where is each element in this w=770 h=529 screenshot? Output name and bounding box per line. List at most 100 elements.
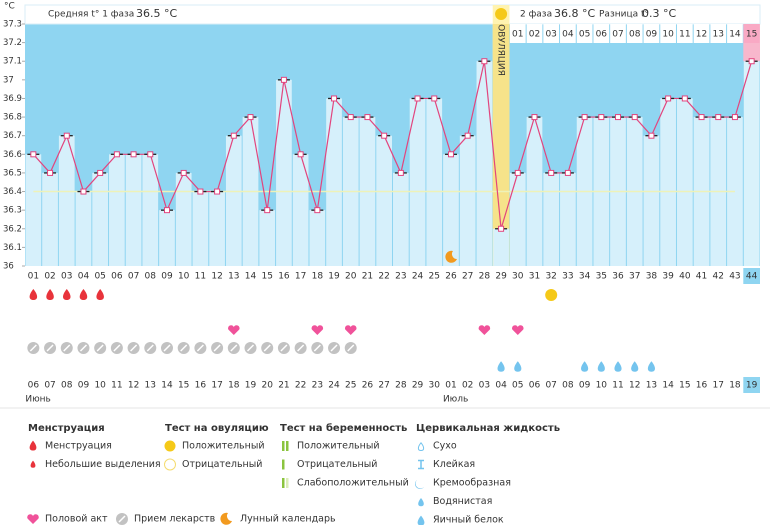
day-bar — [643, 135, 660, 266]
x-tick-label: 22 — [378, 272, 389, 282]
x-tick-label: 10 — [178, 272, 190, 282]
x-tick-label: 18 — [312, 272, 324, 282]
marker — [397, 169, 404, 176]
day-bar — [443, 154, 459, 266]
x-tick-label: 05 — [94, 272, 105, 282]
x-tick-label: 29 — [495, 272, 507, 282]
phase2-day: 08 — [629, 30, 641, 40]
medication-icon-stroke — [313, 344, 321, 352]
phase2-day: 02 — [529, 30, 540, 40]
x-tick-label: 19 — [328, 272, 340, 282]
x-tick-label: 35 — [596, 272, 607, 282]
date-label: 09 — [579, 381, 591, 391]
phase2-day: 07 — [612, 30, 623, 40]
today-box — [743, 268, 760, 284]
day-bar — [326, 98, 342, 266]
marker — [197, 188, 204, 195]
x-tick-label: 38 — [646, 272, 658, 282]
medication-icon-stroke — [29, 344, 37, 352]
day-bar — [493, 228, 509, 266]
phase2-day: 04 — [562, 30, 574, 40]
date-label: 07 — [545, 381, 556, 391]
x-tick-label: 41 — [696, 272, 707, 282]
date-label: 03 — [479, 381, 490, 391]
date-label: 08 — [61, 381, 73, 391]
phase2-value: 36.8 °C — [554, 7, 595, 20]
marker — [47, 169, 54, 176]
legend-item: Отрицательный — [297, 459, 377, 470]
day-bar — [309, 210, 326, 266]
marker — [648, 132, 655, 139]
legend-icon — [164, 458, 176, 471]
medication-icon-stroke — [246, 344, 255, 352]
day-bar — [393, 172, 409, 266]
marker — [598, 114, 605, 121]
legend-item: Менструация — [45, 441, 112, 452]
phase2-cell — [560, 24, 576, 43]
day-bar — [292, 154, 309, 266]
date-label: 06 — [28, 381, 40, 391]
date-label: 18 — [729, 381, 741, 391]
phase2-day: 14 — [729, 30, 741, 40]
marker — [364, 114, 371, 121]
marker — [314, 207, 321, 214]
x-tick-label: 09 — [161, 272, 173, 282]
phase2-day: 10 — [662, 30, 674, 40]
intercourse-icon — [344, 325, 357, 335]
date-label: 14 — [662, 381, 674, 391]
x-tick-label: 26 — [445, 272, 457, 282]
marker — [80, 188, 87, 195]
day-bar — [175, 172, 192, 266]
x-tick-label: 01 — [28, 272, 39, 282]
legend-icon — [282, 478, 285, 488]
date-label: 06 — [529, 381, 541, 391]
x-tick-label: 12 — [211, 272, 222, 282]
month-label: Июль — [443, 395, 468, 405]
legend-icon — [417, 442, 425, 452]
x-tick-label: 08 — [145, 272, 157, 282]
x-tick-label: 23 — [395, 272, 406, 282]
egg-white-icon — [647, 361, 655, 372]
day-bar — [192, 191, 209, 266]
day-bar — [560, 172, 576, 266]
x-tick-label: 39 — [662, 272, 674, 282]
y-tick-label: 37.2 — [3, 38, 22, 48]
date-label: 09 — [78, 381, 90, 391]
date-label: 01 — [445, 381, 456, 391]
ovulation-test-icon — [545, 289, 558, 301]
date-label: 29 — [412, 381, 424, 391]
marker — [581, 114, 588, 121]
marker — [63, 132, 70, 139]
y-tick-label: 36.4 — [3, 187, 22, 197]
moon — [445, 250, 457, 263]
day-bar — [75, 191, 92, 266]
marker — [548, 169, 555, 176]
date-label: 07 — [44, 381, 55, 391]
egg-white-icon — [514, 361, 522, 372]
medication-icon-stroke — [130, 344, 138, 352]
date-label: 15 — [679, 381, 690, 391]
phase2-cell — [610, 24, 626, 43]
marker — [264, 207, 271, 214]
date-label: 08 — [562, 381, 574, 391]
date-label: 30 — [429, 381, 441, 391]
legend-icon — [286, 441, 289, 451]
x-tick-label: 28 — [479, 272, 491, 282]
day-bar — [25, 154, 42, 266]
x-tick-label: 44 — [746, 272, 758, 282]
x-tick-label: 34 — [579, 272, 591, 282]
phase2-cell — [576, 24, 593, 43]
medication-icon-stroke — [113, 344, 121, 352]
x-tick-label: 31 — [529, 272, 540, 282]
marker — [414, 95, 421, 102]
x-tick-label: 14 — [245, 272, 257, 282]
legend-item: Яичный белок — [433, 515, 504, 526]
legend-icon — [220, 512, 232, 525]
date-label: 14 — [161, 381, 173, 391]
y-tick-label: 37.3 — [3, 20, 22, 30]
date-label: 20 — [261, 381, 273, 391]
phase1-value: 36.5 °C — [136, 7, 177, 20]
date-label: 02 — [462, 381, 473, 391]
date-label: 04 — [495, 381, 507, 391]
